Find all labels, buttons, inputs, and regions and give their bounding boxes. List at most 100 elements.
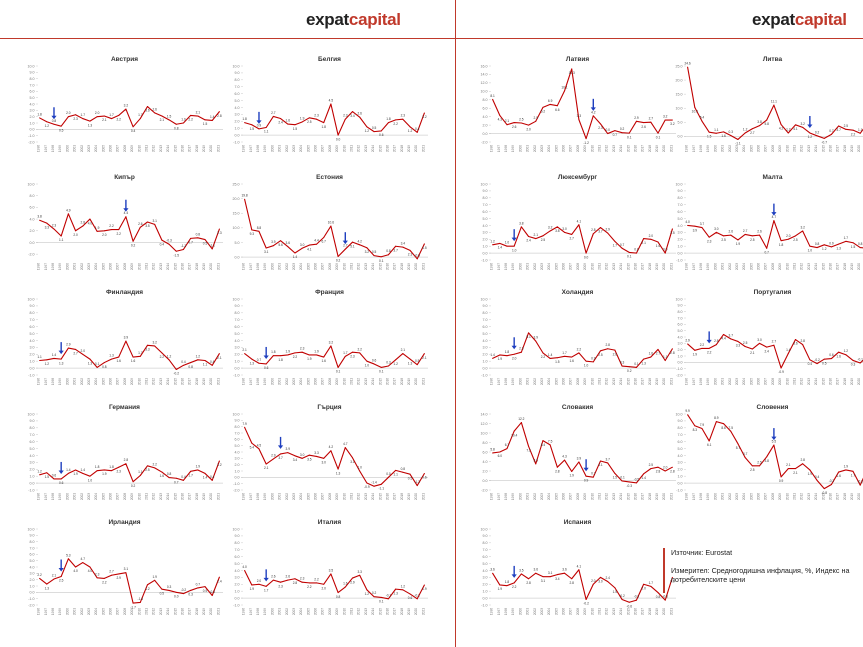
x-tick-label: 1998 [504,378,508,385]
data-label: 0.5 [372,126,377,130]
data-point [845,354,847,356]
data-label: 3.2 [422,115,427,119]
x-tick-label: 2017 [836,378,840,385]
data-label: 0.4 [210,360,215,364]
data-point [204,359,206,361]
data-label: 1.4 [52,353,57,357]
data-label: 1.6 [721,134,726,138]
x-tick-label: 2002 [728,145,732,152]
x-tick-label: 2008 [771,263,775,270]
data-point [528,124,530,126]
y-tick-label: 15.0 [676,92,683,96]
x-tick-label: 2005 [306,608,310,615]
data-label: 1.7 [562,351,567,355]
x-tick-label: 2015 [173,263,177,270]
data-label: 3.7 [605,457,610,461]
data-point [161,239,163,241]
y-tick-label: 0.0 [235,366,240,370]
data-point [366,126,368,128]
y-tick-label: 1.0 [30,584,35,588]
data-point [244,122,246,124]
x-tick-label: 2004 [94,378,98,385]
data-point [111,229,113,231]
data-point [265,363,267,365]
x-tick-label: 2007 [569,145,573,152]
data-label: 8.6 [721,426,726,430]
data-point [823,488,825,490]
y-tick-label: 7.0 [483,548,488,552]
x-tick-label: 1996 [490,493,494,500]
data-label: 3.9 [693,228,698,232]
data-label: -0.5 [209,590,215,594]
data-label: 2.6 [641,125,646,129]
y-tick-label: 8.0 [483,311,488,315]
data-label: 2.6 [271,575,276,579]
data-point [351,241,353,243]
data-label: 1.8 [321,125,326,129]
data-point [830,133,832,135]
series-line [492,421,673,484]
y-tick-label: 4.0 [235,569,240,573]
x-tick-label: 2021 [669,608,673,615]
data-point [111,358,113,360]
brand-logo-left: expatcapital [306,10,401,30]
data-label: 2.7 [271,111,276,115]
x-tick-label: 2014 [371,493,375,500]
y-tick-label: 0.0 [483,366,488,370]
x-tick-label: 2008 [123,493,127,500]
data-label: 0.2 [627,369,632,373]
data-point [218,228,220,230]
data-point [423,353,425,355]
x-tick-label: 2010 [785,378,789,385]
x-tick-label: 1999 [511,145,515,152]
data-label: 1.6 [343,582,348,586]
data-point [46,583,48,585]
data-point [759,342,761,344]
y-tick-label: 5.0 [483,562,488,566]
data-label: 8.9 [714,416,719,420]
y-tick-label: 2.0 [30,468,35,472]
data-point [103,230,105,232]
data-label: 3.3 [577,114,582,118]
x-tick-label: 2004 [742,493,746,500]
x-tick-label: 2003 [540,145,544,152]
data-point [723,333,725,335]
data-label: 2.0 [512,356,517,360]
data-point [308,244,310,246]
data-point [409,249,411,251]
data-label: 2.2 [188,118,193,122]
x-tick-label: 2012 [605,145,609,152]
y-tick-label: 15.0 [233,212,240,216]
y-tick-label: 4.0 [30,217,35,221]
x-tick-label: 2009 [335,145,339,152]
data-label: 1.7 [138,113,143,117]
data-point [82,225,84,227]
y-tick-label: 6.0 [483,450,488,454]
data-label: 1.3 [836,246,841,250]
x-tick-label: 2017 [393,145,397,152]
y-tick-label: -2.0 [28,603,34,607]
data-label: 1.2 [743,127,748,131]
data-point [301,121,303,123]
y-tick-label: 6.0 [678,323,683,327]
data-label: 2.7 [743,229,748,233]
data-point [118,229,120,231]
y-tick-label: -1.0 [481,373,487,377]
x-tick-label: 2020 [414,145,418,152]
data-label: 1.7 [138,351,143,355]
data-point [592,583,594,585]
data-point [585,598,587,600]
data-point [272,458,274,460]
data-point [359,470,361,472]
data-point [744,457,746,459]
x-tick-label: 2018 [648,493,652,500]
data-label: 3.0 [300,453,305,457]
data-label: 0.8 [174,126,179,130]
y-tick-label: 3.0 [678,461,683,465]
data-label: 4.0 [88,569,93,573]
x-tick-label: 2017 [393,493,397,500]
x-tick-label: 2005 [749,493,753,500]
data-label: 2.3 [401,114,406,118]
data-label: 0.2 [372,591,377,595]
y-tick-label: 6.0 [30,206,35,210]
